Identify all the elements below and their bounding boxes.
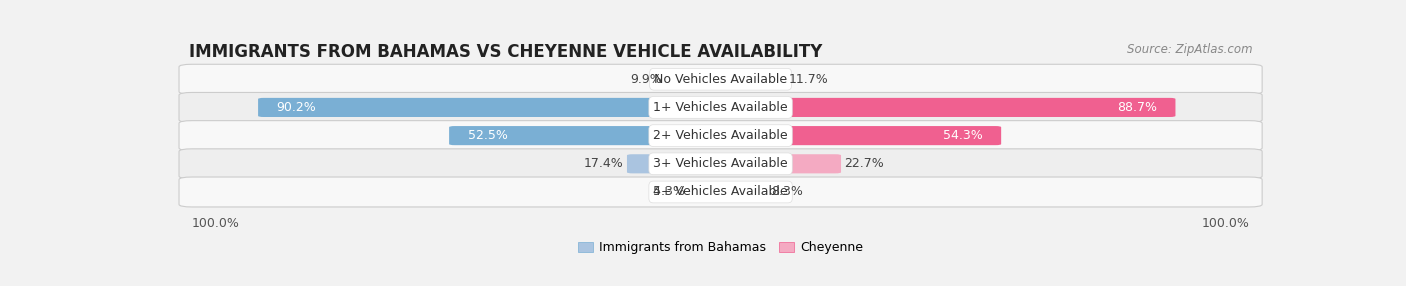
FancyBboxPatch shape	[716, 154, 841, 173]
Text: IMMIGRANTS FROM BAHAMAS VS CHEYENNE VEHICLE AVAILABILITY: IMMIGRANTS FROM BAHAMAS VS CHEYENNE VEHI…	[188, 43, 823, 61]
FancyBboxPatch shape	[179, 92, 1263, 122]
Text: 8.3%: 8.3%	[772, 186, 803, 198]
Text: 4+ Vehicles Available: 4+ Vehicles Available	[654, 186, 787, 198]
FancyBboxPatch shape	[665, 70, 725, 89]
FancyBboxPatch shape	[716, 98, 1175, 117]
Text: 11.7%: 11.7%	[789, 73, 828, 86]
Text: 88.7%: 88.7%	[1116, 101, 1157, 114]
FancyBboxPatch shape	[179, 121, 1263, 151]
Text: 52.5%: 52.5%	[468, 129, 508, 142]
FancyBboxPatch shape	[689, 182, 725, 202]
FancyBboxPatch shape	[259, 98, 725, 117]
Text: 2+ Vehicles Available: 2+ Vehicles Available	[654, 129, 787, 142]
Text: 22.7%: 22.7%	[845, 157, 884, 170]
FancyBboxPatch shape	[716, 70, 786, 89]
Text: 54.3%: 54.3%	[943, 129, 983, 142]
Text: 100.0%: 100.0%	[1201, 217, 1249, 230]
FancyBboxPatch shape	[449, 126, 725, 145]
Legend: Immigrants from Bahamas, Cheyenne: Immigrants from Bahamas, Cheyenne	[574, 236, 868, 259]
Text: 90.2%: 90.2%	[277, 101, 316, 114]
Text: Source: ZipAtlas.com: Source: ZipAtlas.com	[1126, 43, 1253, 56]
FancyBboxPatch shape	[179, 149, 1263, 179]
FancyBboxPatch shape	[179, 177, 1263, 207]
FancyBboxPatch shape	[716, 182, 768, 202]
FancyBboxPatch shape	[716, 126, 1001, 145]
Text: 3+ Vehicles Available: 3+ Vehicles Available	[654, 157, 787, 170]
Text: 9.9%: 9.9%	[630, 73, 662, 86]
Text: No Vehicles Available: No Vehicles Available	[654, 73, 787, 86]
Text: 1+ Vehicles Available: 1+ Vehicles Available	[654, 101, 787, 114]
Text: 100.0%: 100.0%	[193, 217, 240, 230]
Text: 17.4%: 17.4%	[583, 157, 624, 170]
Text: 5.3%: 5.3%	[654, 186, 685, 198]
FancyBboxPatch shape	[179, 64, 1263, 94]
FancyBboxPatch shape	[627, 154, 725, 173]
